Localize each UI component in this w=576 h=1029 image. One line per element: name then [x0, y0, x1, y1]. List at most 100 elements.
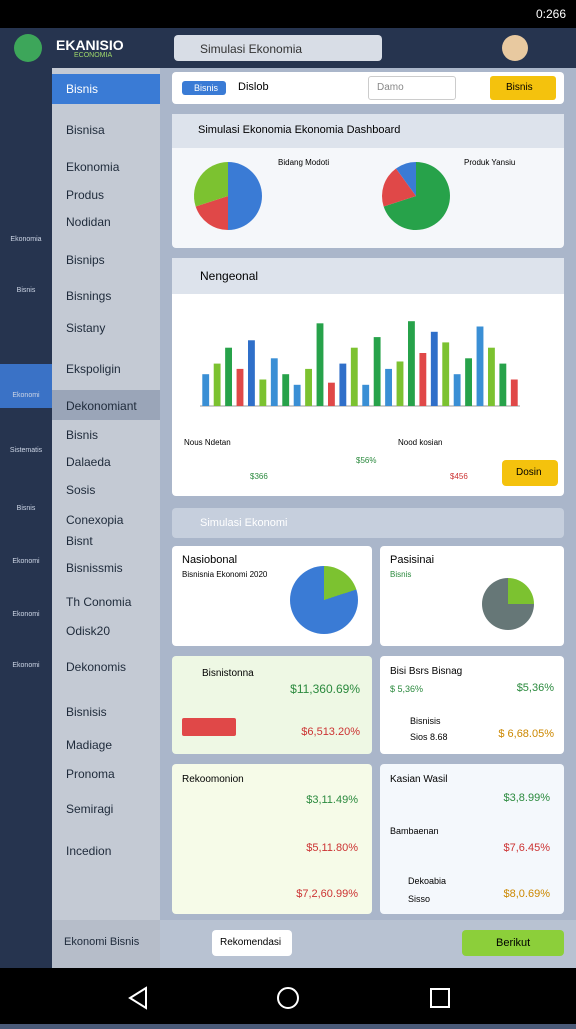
- card-header: [172, 258, 564, 294]
- avatar[interactable]: [502, 35, 528, 61]
- rail-label[interactable]: Bisnis: [16, 505, 36, 512]
- sidebar-item[interactable]: Sistany: [66, 321, 106, 335]
- card-header: [172, 114, 564, 148]
- rail-label[interactable]: Ekonomi: [12, 662, 40, 669]
- sidebar-item[interactable]: Odisk20: [66, 624, 111, 638]
- card-title: Simulasi Ekonomia Ekonomia Dashboard: [198, 124, 401, 136]
- list-sub: Sisso: [408, 894, 431, 904]
- bar: [419, 353, 427, 406]
- sidebar-item[interactable]: Bisnings: [66, 289, 112, 303]
- pie-slice: [383, 162, 451, 230]
- sidebar-active: [52, 74, 160, 104]
- sidebar-item[interactable]: Sosis: [66, 483, 96, 497]
- sidebar-item[interactable]: Ekonomia: [66, 160, 120, 174]
- sidebar-item[interactable]: Bisnt: [66, 534, 93, 548]
- badge[interactable]: [182, 718, 236, 736]
- section-header: Simulasi Ekonomi: [172, 508, 564, 538]
- bar: [282, 374, 290, 406]
- sidebar-item[interactable]: Bisnissmis: [66, 561, 123, 575]
- search-text: Simulasi Ekonomia: [200, 42, 303, 56]
- sidebar-item[interactable]: Dekonomis: [66, 660, 127, 674]
- card-kpi: Bisi Bsrs Bisnag $ 5,36% $5,36% Bisnisis…: [380, 656, 564, 754]
- logo: [14, 34, 42, 62]
- mini-label: Nood kosian: [398, 438, 443, 447]
- primary-button[interactable]: Berikut: [462, 930, 564, 956]
- sidebar-highlight: [52, 390, 160, 420]
- kpi-value: $ 6,68.05%: [498, 728, 554, 740]
- card-title: Nasiobonal: [182, 554, 238, 566]
- brand-sub: ECONOMIA: [74, 52, 113, 59]
- bar: [339, 363, 347, 406]
- time: 0:266: [535, 7, 566, 21]
- bar: [213, 363, 221, 406]
- mini-label: Nous Ndetan: [184, 438, 231, 447]
- sidebar-footer-text[interactable]: Ekonomi Bisnis: [64, 936, 140, 948]
- filter-bar: Bisnis Dislob Damo Bisnis: [172, 72, 564, 104]
- list-value: $8,0.69%: [503, 888, 550, 900]
- section-title: Simulasi Ekonomi: [200, 517, 288, 529]
- pie: [290, 566, 358, 634]
- rail-label[interactable]: Ekonomi: [12, 611, 40, 618]
- sidebar-footer: Ekonomi Bisnis: [52, 920, 160, 968]
- primary-button-text: Berikut: [496, 937, 531, 949]
- bar: [236, 368, 244, 406]
- kpi-title: Bisnistonna: [202, 668, 254, 679]
- filter-button[interactable]: Bisnis: [490, 76, 556, 100]
- rail-label[interactable]: Ekonomi: [12, 392, 40, 399]
- sidebar-item[interactable]: Bisnis: [66, 82, 99, 96]
- pie-slice: [382, 168, 416, 207]
- sidebar-item[interactable]: Ekspoligin: [66, 362, 121, 376]
- sidebar-item[interactable]: Bisnisa: [66, 123, 105, 137]
- nav-icons: [128, 986, 450, 1010]
- sidebar-item[interactable]: Th Conomia: [66, 595, 132, 609]
- brand: EKANISIO: [56, 37, 124, 53]
- chip-text: Bisnis: [194, 83, 219, 93]
- sidebar-item[interactable]: Dekonomiant: [66, 399, 137, 413]
- sidebar-item[interactable]: Bisnis: [66, 428, 99, 442]
- sidebar-item[interactable]: Dalaeda: [66, 455, 111, 469]
- list-title: Dekoabia: [408, 876, 447, 886]
- bar: [225, 347, 232, 406]
- card-kpi: Bisnistonna $11,360.69% $6,513.20%: [172, 656, 372, 754]
- footer-button[interactable]: Rekomendasi: [212, 930, 292, 956]
- sidebar-item[interactable]: Nodidan: [66, 215, 111, 229]
- sidebar-item[interactable]: Incedion: [66, 844, 112, 858]
- rail-label[interactable]: Sistematis: [9, 447, 43, 454]
- rail-label[interactable]: Bisnis: [16, 287, 36, 294]
- rail-label[interactable]: Ekonomia: [10, 236, 42, 243]
- bar: [248, 340, 255, 406]
- button[interactable]: Dosin: [502, 460, 558, 486]
- bar: [270, 358, 278, 406]
- bar: [488, 347, 495, 406]
- search-box[interactable]: Simulasi Ekonomia: [174, 35, 382, 61]
- bar: [408, 321, 415, 406]
- bar: [202, 374, 210, 406]
- sidebar-item[interactable]: Bisnisis: [66, 705, 107, 719]
- list-value: $7,2,60.99%: [296, 888, 358, 900]
- kpi-value: $5,36%: [516, 682, 554, 694]
- sidebar-item[interactable]: Pronoma: [66, 767, 115, 781]
- filter-input[interactable]: Damo: [368, 76, 456, 100]
- card-title: Nengeonal: [200, 269, 259, 283]
- kpi-sub: $ 5,36%: [390, 684, 424, 694]
- filter-label: Dislob: [238, 81, 269, 93]
- sidebar-item[interactable]: Produs: [66, 188, 105, 202]
- sidebar-item[interactable]: Madiage: [66, 738, 113, 752]
- rail-label[interactable]: Ekonomi: [12, 558, 40, 565]
- chip[interactable]: Bisnis: [182, 81, 226, 95]
- sidebar-item[interactable]: Conexopia: [66, 513, 124, 527]
- kpi-title: Bisnisis: [410, 716, 441, 726]
- list-value: $3,8.99%: [503, 792, 550, 804]
- bar: [442, 342, 450, 406]
- kpi-sub: Sios 8.68: [410, 732, 448, 742]
- card-small: Nasiobonal Bisnisnia Ekonomi 2020: [172, 546, 372, 646]
- pie: [482, 578, 534, 630]
- sidebar-item[interactable]: Semiragi: [66, 802, 114, 816]
- sidebar-item[interactable]: Bisnips: [66, 253, 105, 267]
- filter-input-text: Damo: [377, 82, 404, 93]
- icon-rail: [0, 68, 52, 968]
- pie-slice: [193, 162, 228, 207]
- bar: [259, 379, 267, 406]
- pie-slice: [228, 162, 262, 230]
